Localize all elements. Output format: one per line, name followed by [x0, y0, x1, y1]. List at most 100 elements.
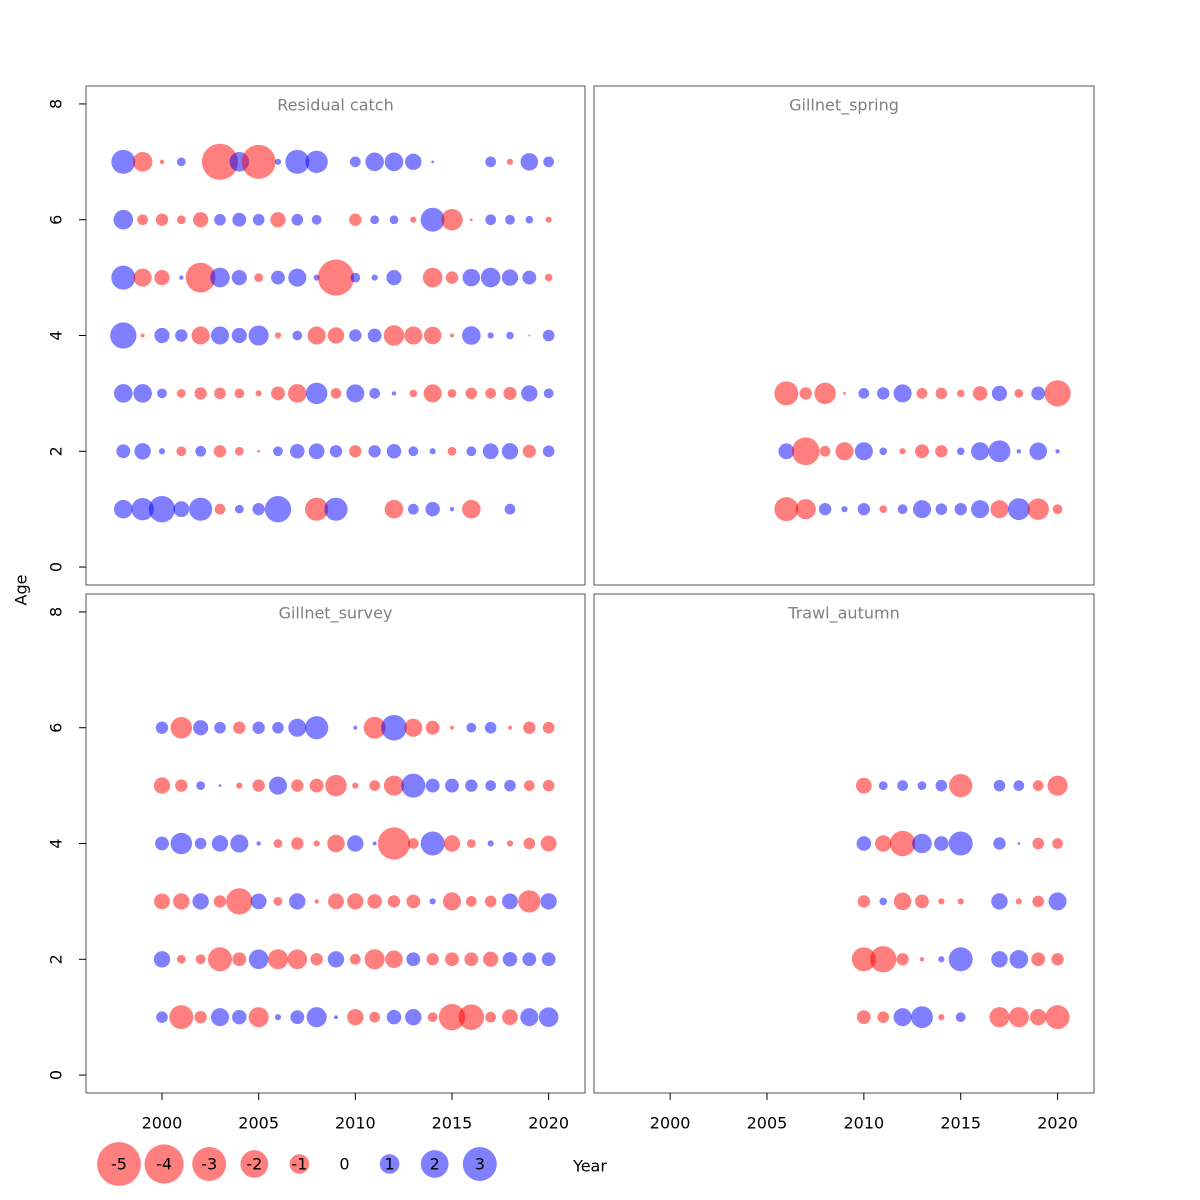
bubble [443, 835, 461, 852]
x-tick-label: 2020 [528, 1114, 569, 1133]
bubble [349, 156, 361, 168]
bubble [134, 443, 151, 460]
bubble [290, 1010, 305, 1025]
bubble [194, 837, 207, 850]
legend-bubble [379, 1154, 400, 1174]
bubble [372, 841, 377, 846]
bubble [349, 445, 362, 458]
legend-label: 2 [430, 1155, 440, 1174]
bubble [466, 722, 477, 733]
bubble [893, 1008, 912, 1027]
bubble [365, 152, 384, 172]
bubble [309, 778, 324, 793]
bubble [1044, 380, 1071, 407]
bubble [915, 444, 929, 459]
bubble [1014, 389, 1024, 398]
bubble [154, 893, 170, 910]
bubble [799, 387, 812, 400]
bubble [893, 384, 912, 403]
bubble [214, 213, 226, 226]
bubble [268, 776, 288, 795]
bubble [425, 720, 440, 735]
bubble [423, 326, 442, 345]
bubble [483, 951, 499, 967]
bubble [195, 954, 206, 965]
bubble [889, 830, 916, 857]
bubble [306, 1007, 327, 1028]
bubble [523, 780, 535, 791]
bubble [207, 947, 232, 972]
bubble [189, 497, 213, 521]
bubble [795, 499, 816, 520]
bubble [132, 152, 153, 172]
bubble [485, 214, 497, 226]
bubble [370, 215, 380, 225]
bubble [305, 382, 328, 405]
y-tick-label: 6 [47, 215, 66, 225]
bubble [213, 895, 227, 908]
bubble [287, 949, 308, 970]
bubble [462, 268, 481, 287]
bubble [989, 1007, 1010, 1028]
bubble [288, 268, 307, 287]
bubble [991, 385, 1008, 401]
bubble [542, 779, 555, 792]
bubble [1032, 895, 1045, 908]
bubble [232, 212, 247, 227]
bubble [835, 442, 854, 461]
bubble [508, 725, 512, 730]
bubble [445, 778, 459, 793]
bubble [155, 213, 169, 226]
bubble [173, 501, 190, 518]
bubble [257, 449, 261, 453]
bubble [1015, 898, 1022, 905]
bubble [349, 329, 362, 342]
bubble [442, 892, 462, 911]
bubble [485, 388, 497, 399]
bubble [230, 834, 249, 853]
panel-frame [593, 85, 1095, 586]
bubble [157, 388, 167, 399]
bubble [273, 839, 283, 848]
bubble [185, 262, 216, 293]
bubble [252, 502, 265, 516]
bubble [114, 384, 133, 403]
bubble [154, 270, 170, 286]
bubble [445, 952, 459, 967]
bubble [383, 325, 405, 346]
bubble [347, 893, 364, 910]
bubble [213, 445, 227, 458]
bubble [544, 273, 553, 282]
bubble [274, 158, 282, 165]
bubble [896, 953, 909, 966]
bubble [191, 326, 210, 345]
bubble [916, 388, 928, 399]
bubble [175, 329, 188, 342]
legend-label: 0 [339, 1155, 349, 1174]
bubble [954, 502, 967, 516]
bubble [938, 1014, 945, 1021]
bubble [288, 384, 307, 403]
bubble [935, 387, 948, 400]
bubble [153, 951, 171, 968]
bubble [210, 326, 230, 345]
bubble [523, 721, 536, 734]
bubble [543, 156, 555, 168]
y-tick-label: 4 [47, 330, 66, 340]
bubble [195, 445, 207, 457]
bubble [267, 949, 289, 970]
bubble [856, 836, 872, 851]
bubble [857, 502, 871, 516]
bubble [540, 893, 557, 910]
bubble [879, 447, 888, 456]
bubble [506, 840, 514, 847]
panel: Gillnet_spring [593, 85, 1095, 586]
legend-label: -1 [291, 1155, 307, 1174]
bubble [897, 504, 908, 515]
panel-title: Residual catch [277, 96, 393, 115]
bubble [917, 781, 927, 790]
bubble [133, 268, 152, 287]
bubble [504, 503, 516, 515]
bubble [116, 444, 131, 459]
bubble [447, 389, 457, 398]
